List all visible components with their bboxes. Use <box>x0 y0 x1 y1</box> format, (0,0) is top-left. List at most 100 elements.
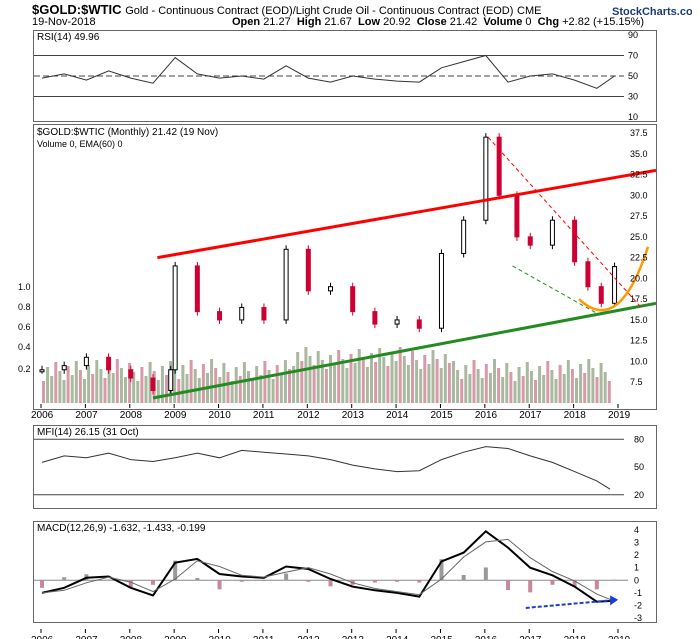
volume-bar <box>148 362 152 403</box>
x-axis-label: 2019 <box>608 410 631 421</box>
volume-bar <box>402 356 406 403</box>
x-axis-label: 2006 <box>31 635 54 639</box>
volume-bar <box>132 372 136 403</box>
candle-body <box>461 219 467 254</box>
volume-bar <box>78 370 82 403</box>
volume-bar <box>46 367 50 403</box>
volume-bar <box>603 372 607 403</box>
macd-ytick: 1 <box>634 563 639 573</box>
x-axis-label: 2015 <box>430 410 453 421</box>
candle-body <box>416 319 422 329</box>
volume-bar <box>271 379 275 403</box>
volume-bar <box>406 365 410 403</box>
candle-body <box>261 306 267 321</box>
candle-body <box>172 265 178 371</box>
x-axis-label: 2010 <box>209 635 232 639</box>
volume-bar <box>357 349 361 403</box>
volume-bar <box>365 367 369 403</box>
volume-bar <box>374 362 378 403</box>
macd-histogram-bar <box>150 580 155 585</box>
volume-bar <box>423 355 427 403</box>
volume-ytick: 0.8 <box>18 302 31 312</box>
volume-ytick: 0.4 <box>18 342 31 352</box>
volume-bar <box>312 365 316 403</box>
dashed-downtrend <box>487 136 642 308</box>
volume-bar <box>452 361 455 403</box>
macd-label: MACD(12,26,9) -1.632, -1.433, -0.199 <box>37 523 206 534</box>
candle-body <box>83 356 89 367</box>
volume-bar <box>517 367 521 403</box>
volume-bar <box>111 373 115 403</box>
volume-ytick: 1.0 <box>18 282 31 292</box>
volume-bar <box>337 350 341 403</box>
volume-bar <box>316 351 320 403</box>
price-ytick: 20.0 <box>630 273 648 283</box>
macd-line <box>41 529 615 603</box>
volume-bar <box>263 361 267 403</box>
volume-bar <box>575 378 578 403</box>
volume-bar <box>525 362 529 403</box>
candle-body <box>483 136 489 221</box>
volume-bar <box>583 373 587 403</box>
volume-bar <box>165 375 168 403</box>
x-axis-label: 2011 <box>253 635 275 639</box>
x-axis-label: 2017 <box>519 635 542 639</box>
rsi-chart: 90 70 50 30 10 <box>34 31 638 121</box>
x-axis-label: 2015 <box>430 635 453 639</box>
macd-histogram-bar <box>372 580 377 583</box>
mfi-ytick: 80 <box>634 434 644 444</box>
macd-signal-line <box>41 538 615 602</box>
candle-body <box>572 219 578 263</box>
x-axis-label: 2014 <box>386 410 409 421</box>
x-axis-label: 2012 <box>297 410 320 421</box>
macd-arrow-head <box>610 595 619 606</box>
volume-bar <box>54 362 58 403</box>
volume-bar <box>345 368 349 403</box>
volume-bar <box>550 370 554 403</box>
candle-body <box>39 369 45 373</box>
macd-histogram-bar <box>239 580 244 582</box>
volume-bar <box>70 375 74 403</box>
volume-bar <box>378 348 382 403</box>
macd-histogram-bar <box>284 573 289 581</box>
macd-ytick: -1 <box>634 588 642 598</box>
volume-bar <box>562 374 566 403</box>
rsi-ytick: 90 <box>628 31 638 40</box>
mfi-chart: 80 50 20 <box>34 434 644 500</box>
x-axis-label: 2008 <box>120 410 143 421</box>
volume-bar <box>431 350 435 403</box>
macd-histogram-bar <box>106 579 111 581</box>
volume-bar <box>587 359 591 403</box>
volume-bar <box>189 360 193 403</box>
volume-bar <box>99 369 103 403</box>
rsi-ytick: 30 <box>628 92 638 102</box>
candle-body <box>61 365 67 371</box>
macd-histogram-bar <box>612 579 617 581</box>
volume-bar <box>398 347 402 403</box>
volume-bar <box>333 364 337 403</box>
price-ytick: 22.5 <box>630 253 648 263</box>
chart-title: $GOLD:$WTIC Gold - Continuous Contract (… <box>32 2 542 17</box>
volume-bar <box>607 381 611 403</box>
candle-body <box>598 286 604 304</box>
mfi-line <box>41 446 611 490</box>
chart-header: $GOLD:$WTIC Gold - Continuous Contract (… <box>0 0 700 30</box>
volume-bar <box>464 365 468 403</box>
volume-bar <box>308 356 312 403</box>
macd-divergence-arrow <box>525 599 611 609</box>
price-ytick: 10.0 <box>630 356 648 366</box>
volume-bar <box>50 376 54 403</box>
macd-ytick: 4 <box>634 525 639 535</box>
macd-histogram-bar <box>173 560 178 581</box>
candle-body <box>305 248 311 292</box>
candle-body <box>150 377 156 392</box>
volume-bar <box>497 368 501 403</box>
volume-bar <box>599 363 603 403</box>
macd-ytick: -2 <box>634 600 642 610</box>
macd-panel: MACD(12,26,9) -1.632, -1.433, -0.199 4 3 2… <box>33 521 657 623</box>
candle-body <box>496 136 502 196</box>
volume-bar <box>488 373 492 403</box>
price-ytick: 32.5 <box>630 170 648 180</box>
macd-histogram-bar <box>328 580 333 587</box>
volume-bar <box>267 370 271 403</box>
